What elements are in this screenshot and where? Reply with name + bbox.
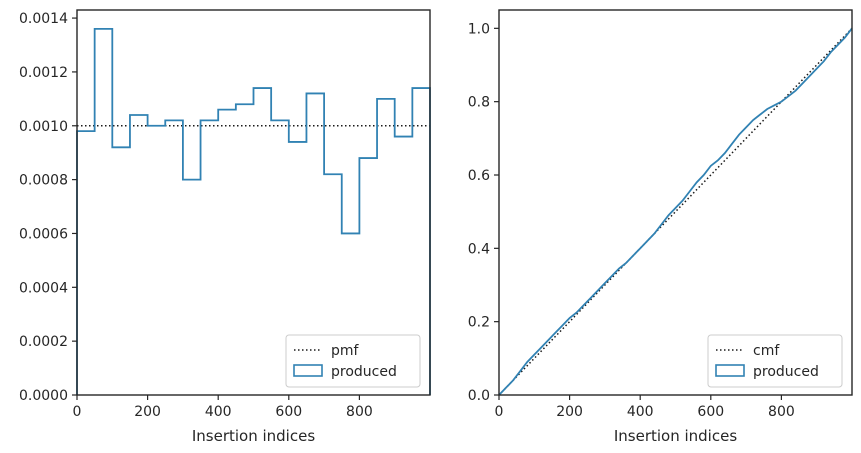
x-tick-label: 200	[556, 404, 583, 420]
y-tick-label: 0.2	[468, 315, 490, 331]
x-tick-label: 400	[205, 404, 232, 420]
x-tick-label: 400	[627, 404, 654, 420]
x-tick-label: 800	[346, 404, 373, 420]
y-tick-label: 0.0014	[19, 11, 68, 27]
x-tick-label: 0	[495, 404, 504, 420]
cmf-cumulative-panel: 0 200 400 600 800 0.0 0.2 0.4 0.6 0.8 1.0 cmf prod…	[468, 9, 853, 445]
y-tick-label: 0.0012	[19, 65, 68, 81]
x-tick-label: 600	[275, 404, 302, 420]
y-tick-label: 0.0008	[19, 173, 68, 189]
y-tick-label: 0.0002	[19, 334, 68, 350]
x-tick-label: 200	[134, 404, 161, 420]
y-tick-label: 0.0010	[19, 119, 68, 135]
cmf-legend: cmf produced	[707, 334, 843, 388]
y-tick-label: 0.0004	[19, 280, 68, 296]
y-tick-label: 0.8	[468, 95, 490, 111]
pmf-histogram-panel: 0 200 400 600 800 0.0000 0.0002 0.0004 0.0006 0.0…	[19, 9, 431, 445]
pmf-legend-label: pmf	[331, 343, 360, 359]
y-tick-label: 0.4	[468, 241, 490, 257]
cmf-legend-frame	[707, 334, 843, 388]
y-tick-label: 1.0	[468, 21, 490, 37]
pmf-legend: pmf produced	[285, 334, 421, 388]
y-tick-label: 0.0006	[19, 226, 68, 242]
produced-legend-label: produced	[331, 364, 397, 380]
x-tick-label: 800	[768, 404, 795, 420]
y-tick-label: 0.0	[468, 388, 490, 404]
y-tick-label: 0.0000	[19, 388, 68, 404]
y-tick-label: 0.6	[468, 168, 490, 184]
pmf-legend-frame	[285, 334, 421, 388]
pmf-axes-frame	[76, 9, 431, 396]
cmf-plot-area: 0 200 400 600 800 0.0 0.2 0.4 0.6 0.8 1.0	[468, 9, 853, 420]
pmf-x-axis-label: Insertion indices	[192, 427, 315, 445]
produced-legend-label: produced	[753, 364, 819, 380]
produced-legend-swatch	[293, 364, 323, 377]
pmf-plot-area: 0 200 400 600 800 0.0000 0.0002 0.0004 0.0006 0.0…	[19, 9, 431, 420]
cmf-reference-line	[498, 27, 853, 396]
x-tick-label: 600	[697, 404, 724, 420]
cmf-axes-frame	[498, 9, 853, 396]
produced-series-line	[76, 27, 431, 395]
cmf-x-axis-label: Insertion indices	[614, 427, 737, 445]
produced-series-line	[498, 27, 853, 396]
produced-legend-swatch	[715, 364, 745, 377]
x-tick-label: 0	[73, 404, 82, 420]
cmf-legend-label: cmf	[753, 343, 780, 359]
